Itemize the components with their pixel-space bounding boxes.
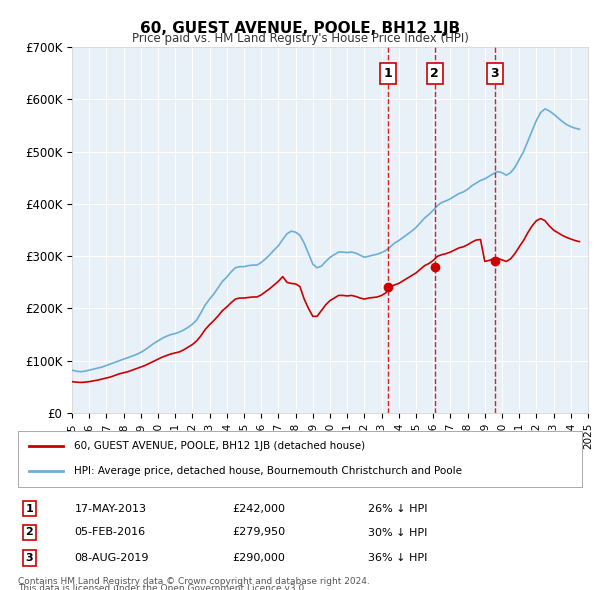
Text: 1: 1 bbox=[25, 504, 33, 513]
Text: Price paid vs. HM Land Registry's House Price Index (HPI): Price paid vs. HM Land Registry's House … bbox=[131, 32, 469, 45]
Text: 26% ↓ HPI: 26% ↓ HPI bbox=[368, 504, 427, 513]
Text: Contains HM Land Registry data © Crown copyright and database right 2024.: Contains HM Land Registry data © Crown c… bbox=[18, 577, 370, 586]
Text: 17-MAY-2013: 17-MAY-2013 bbox=[74, 504, 146, 513]
Text: 3: 3 bbox=[25, 553, 33, 563]
Text: 05-FEB-2016: 05-FEB-2016 bbox=[74, 527, 146, 537]
Text: 60, GUEST AVENUE, POOLE, BH12 1JB: 60, GUEST AVENUE, POOLE, BH12 1JB bbox=[140, 21, 460, 35]
Text: 1: 1 bbox=[384, 67, 392, 80]
Text: 08-AUG-2019: 08-AUG-2019 bbox=[74, 553, 149, 563]
Text: 30% ↓ HPI: 30% ↓ HPI bbox=[368, 527, 427, 537]
Text: 2: 2 bbox=[430, 67, 439, 80]
Text: 3: 3 bbox=[491, 67, 499, 80]
Text: 36% ↓ HPI: 36% ↓ HPI bbox=[368, 553, 427, 563]
Text: 60, GUEST AVENUE, POOLE, BH12 1JB (detached house): 60, GUEST AVENUE, POOLE, BH12 1JB (detac… bbox=[74, 441, 365, 451]
Text: This data is licensed under the Open Government Licence v3.0.: This data is licensed under the Open Gov… bbox=[18, 584, 307, 590]
Text: £290,000: £290,000 bbox=[232, 553, 285, 563]
Text: 2: 2 bbox=[25, 527, 33, 537]
Text: £242,000: £242,000 bbox=[232, 504, 286, 513]
Text: £279,950: £279,950 bbox=[232, 527, 286, 537]
Text: HPI: Average price, detached house, Bournemouth Christchurch and Poole: HPI: Average price, detached house, Bour… bbox=[74, 466, 463, 476]
